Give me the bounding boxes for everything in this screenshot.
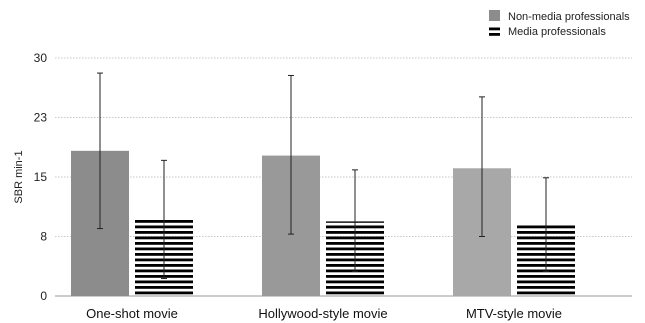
error-bars (97, 72, 549, 280)
legend-label: Media professionals (508, 26, 606, 38)
gridlines (55, 57, 632, 237)
legend-swatch (489, 25, 500, 36)
legend: Non-media professionals Media professiona… (489, 10, 630, 38)
x-category-label: Hollywood-style movie (258, 306, 387, 321)
y-tick-label: 0 (40, 289, 47, 303)
y-tick-label: 8 (40, 230, 47, 244)
y-axis-title: SBR min-1 (13, 150, 25, 203)
legend-label: Non-media professionals (508, 11, 630, 23)
y-tick-label: 30 (34, 51, 48, 65)
bars (71, 150, 575, 296)
y-tick-label: 15 (34, 170, 48, 184)
x-category-label: One-shot movie (86, 306, 178, 321)
x-category-label: MTV-style movie (466, 306, 562, 321)
y-tick-label: 23 (34, 111, 48, 125)
legend-swatch (489, 10, 500, 21)
labels: 0 8 15 23 30 SBR min-1 One-shot movie Hollywood… (13, 51, 562, 321)
